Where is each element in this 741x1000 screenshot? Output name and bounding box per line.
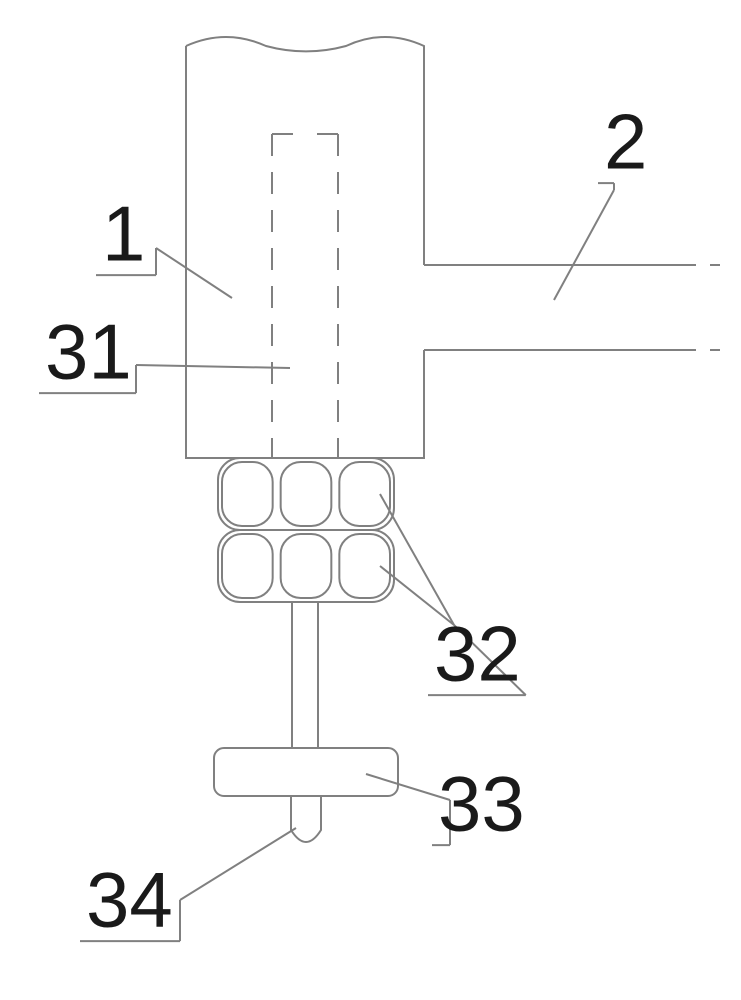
leader-line bbox=[156, 248, 232, 298]
label-32: 32 bbox=[434, 610, 521, 698]
leader-line bbox=[136, 365, 290, 368]
disc-part-33 bbox=[214, 748, 398, 796]
leader-line bbox=[554, 190, 614, 300]
label-31: 31 bbox=[45, 308, 132, 396]
label-2: 2 bbox=[604, 98, 647, 186]
label-33: 33 bbox=[438, 760, 525, 848]
leader-line bbox=[180, 828, 296, 900]
nut-part-32-upper bbox=[218, 458, 394, 530]
leader-line bbox=[380, 494, 454, 625]
nut-part-32-lower bbox=[218, 530, 394, 602]
body-part-1 bbox=[186, 37, 424, 458]
tip-part-34 bbox=[291, 796, 321, 842]
technical-diagram: 1 31 2 32 33 34 bbox=[0, 0, 741, 1000]
label-34: 34 bbox=[86, 856, 173, 944]
label-1: 1 bbox=[102, 190, 145, 278]
